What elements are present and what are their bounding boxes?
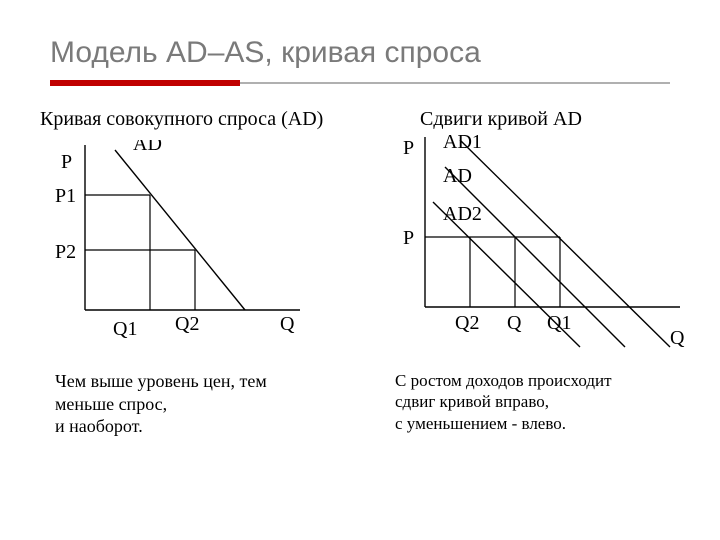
right-caption: С ростом доходов происходит сдвиг кривой… [395,370,612,434]
left-chart: P AD P1 P2 Q1 Q2 Q [55,140,325,350]
right-caption-line: сдвиг кривой вправо, [395,391,612,412]
label-p: P [61,151,72,173]
label-q-axis: Q [670,327,685,349]
label-p-axis: P [403,137,414,159]
left-caption-line: меньше спрос, [55,393,267,416]
slide-title: Модель AD–AS, кривая спроса [50,36,481,70]
left-heading: Кривая совокупного спроса (AD) [40,108,323,131]
left-caption-line: Чем выше уровень цен, тем [55,370,267,393]
label-p-line: P [403,227,414,249]
title-underline-rule [240,82,670,84]
title-underline-accent [50,80,240,86]
label-ad2: AD2 [443,203,482,225]
label-q1: Q1 [113,318,137,340]
label-qm: Q [507,312,522,334]
right-chart: P AD1 AD AD2 P Q2 Q Q1 Q [395,132,705,367]
title-underline [50,80,670,90]
label-ad1: AD1 [443,132,482,153]
left-caption-line: и наоборот. [55,415,267,438]
label-q1: Q1 [547,312,571,334]
left-caption: Чем выше уровень цен, тем меньше спрос, … [55,370,267,438]
right-heading: Сдвиги кривой AD [420,108,582,131]
right-caption-line: С ростом доходов происходит [395,370,612,391]
label-q2: Q2 [455,312,479,334]
ad-curve [115,150,245,310]
label-q: Q [280,313,295,335]
label-q2: Q2 [175,313,199,335]
right-caption-line: с уменьшением - влево. [395,413,612,434]
label-p2: P2 [55,241,76,263]
label-ad: AD [443,165,472,187]
label-p1: P1 [55,185,76,207]
label-ad: AD [133,140,162,155]
